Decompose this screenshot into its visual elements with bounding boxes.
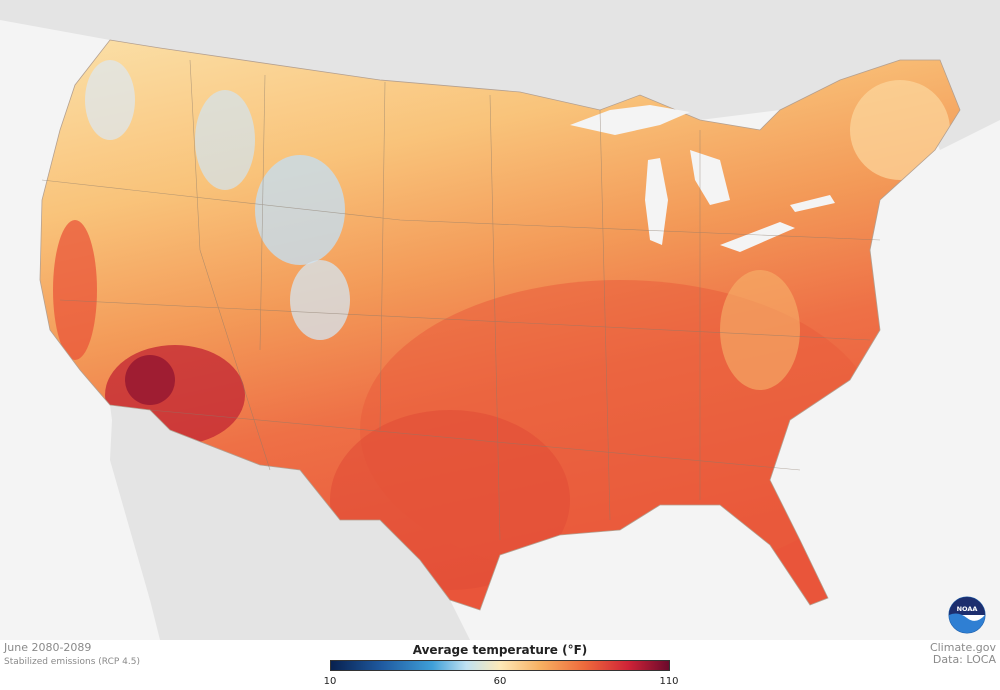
new-england-mild-zone — [850, 80, 950, 180]
state-boundaries — [41, 59, 881, 541]
noaa-logo-icon: NOAA — [948, 596, 986, 634]
low-desert-hottest-zone — [125, 355, 175, 405]
credit-data-source: Data: LOCA — [932, 653, 996, 666]
us-temperature-field — [40, 40, 960, 610]
appalachian-cool-zone — [720, 270, 800, 390]
emissions-scenario-label: Stabilized emissions (RCP 4.5) — [4, 657, 140, 667]
mexico-landmass — [110, 405, 470, 640]
rockies-cool-zone — [255, 155, 345, 265]
baja-peninsula — [110, 420, 168, 600]
colorado-rockies-cool-zone — [290, 260, 350, 340]
lake-superior — [570, 105, 690, 135]
cascades-cool-zone — [85, 60, 135, 140]
legend-mid-label: 60 — [493, 676, 507, 687]
noaa-logo-text: NOAA — [957, 605, 978, 613]
canada-landmass — [0, 0, 1000, 150]
credit-site: Climate.gov — [929, 641, 996, 654]
legend-title: Average temperature (°F) — [412, 643, 588, 657]
legend-color-scale — [330, 660, 670, 671]
lake-michigan — [645, 158, 668, 245]
legend-max-label: 110 — [659, 676, 679, 687]
map-footer: June 2080-2089 Stabilized emissions (RCP… — [0, 640, 1000, 690]
lake-erie — [720, 222, 795, 252]
lake-ontario — [790, 195, 835, 212]
legend-min-label: 10 — [323, 676, 337, 687]
temperature-map — [0, 0, 1000, 640]
idaho-mountains-cool-zone — [195, 90, 255, 190]
central-valley-hot-zone — [53, 220, 97, 360]
time-period-label: June 2080-2089 — [4, 641, 92, 654]
